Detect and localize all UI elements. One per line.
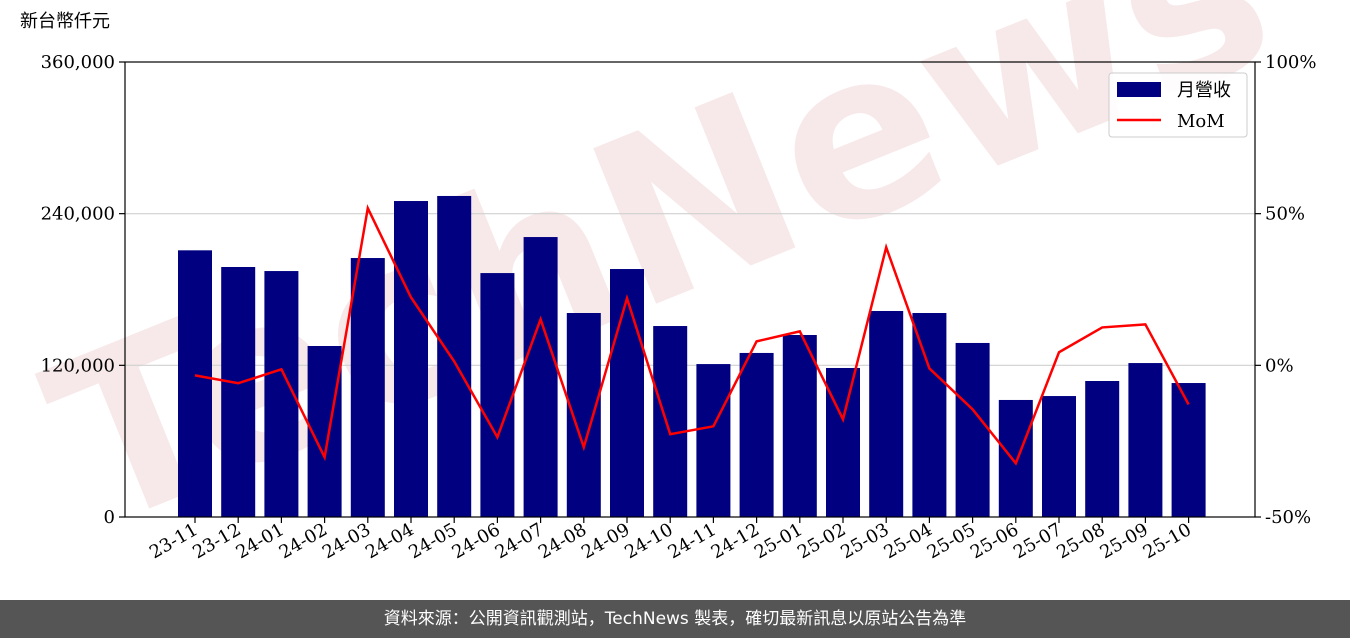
bar [1042,396,1076,517]
x-tick-label: 24-10 [621,519,676,563]
bar [653,326,688,517]
bar [394,201,428,517]
legend-swatch [1117,82,1161,97]
y2-tick-label: 100% [1265,52,1316,73]
y2-tick-label: 50% [1265,204,1305,225]
y-tick-label: 360,000 [41,52,115,73]
x-tick-label: 25-09 [1096,519,1151,563]
line [194,204,1190,466]
y2-tick-label: -50% [1265,507,1311,528]
bar [610,269,644,517]
bar [437,195,472,517]
bar [221,267,256,517]
footer: 資料來源：公開資訊觀測站，TechNews 製表，確切最新訊息以原站公告為準 [0,600,1350,638]
y2-tick-label: 0% [1265,355,1294,376]
x-tick-label: 25-06 [967,519,1022,563]
bar [696,364,731,517]
x-tick-label: 24-11 [664,519,719,563]
x-tick-label: 25-08 [1053,519,1108,563]
y-axis-label: 新台幣仟元 [20,11,110,32]
x-tick-label: 24-05 [405,519,460,563]
legend-label: MoM [1177,111,1225,132]
bar [739,352,774,517]
x-tick-label: 24-12 [708,519,763,563]
x-tick-label: 25-01 [751,519,806,563]
bar [912,313,947,517]
chart: 新台幣仟元 TechNews0120,000240,000360,000-50%… [17,0,1316,581]
x-tick-label: 24-08 [535,519,590,563]
x-tick-label: 25-03 [837,519,892,563]
bar [955,342,990,517]
x-tick-label: 24-02 [276,519,331,563]
y-tick-label: 240,000 [41,204,115,225]
bar [1171,383,1206,517]
bar [826,367,860,517]
x-tick-label: 25-05 [924,519,979,563]
x-tick-label: 24-06 [448,519,503,563]
bar [782,335,817,517]
x-tick-label: 24-07 [492,519,547,563]
x-tick-label: 24-09 [578,519,633,563]
x-tick-label: 25-04 [880,519,935,563]
x-tick-label: 25-02 [794,519,849,563]
bar [998,399,1033,517]
bar [869,310,904,517]
x-tick-label: 24-03 [319,519,374,563]
y-tick-label: 120,000 [41,355,115,376]
legend-label: 月營收 [1177,80,1231,101]
bar [480,273,515,517]
bar [1128,363,1163,517]
bar [350,258,385,517]
x-tick-label: 25-07 [1010,519,1065,563]
bar [523,237,558,517]
x-tick-label: 25-10 [1140,519,1195,563]
bar [1085,381,1120,517]
bar [178,250,212,517]
x-tick-label: 24-04 [362,519,417,563]
plot-frame [124,61,1256,518]
y-tick-label: 0 [104,507,115,528]
